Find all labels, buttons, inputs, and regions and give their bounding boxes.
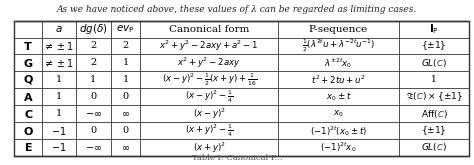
Text: $x^2+y^2-2axy+a^2-1$: $x^2+y^2-2axy+a^2-1$ (159, 39, 259, 53)
Text: 0: 0 (90, 126, 96, 135)
Text: 2: 2 (90, 41, 96, 50)
Text: $x_0$: $x_0$ (333, 108, 344, 119)
Text: $GL(\mathbb{C})$: $GL(\mathbb{C})$ (421, 141, 447, 153)
Text: 2: 2 (122, 41, 128, 50)
Text: $\mathfrak{T}(\mathbb{C})\times\{\pm1\}$: $\mathfrak{T}(\mathbb{C})\times\{\pm1\}$ (406, 90, 463, 103)
Text: $ev_{\rm P}$: $ev_{\rm P}$ (116, 23, 135, 35)
Text: $x^2+y^2-2axy$: $x^2+y^2-2axy$ (177, 56, 241, 70)
Text: Table I: Canonical P...: Table I: Canonical P... (191, 154, 283, 162)
Text: 2: 2 (90, 58, 96, 67)
Text: 0: 0 (90, 92, 96, 101)
Text: $\mathrm{Aff}(\mathbb{C})$: $\mathrm{Aff}(\mathbb{C})$ (421, 108, 448, 120)
Text: 0: 0 (122, 126, 128, 135)
Text: $\mathbf{E}$: $\mathbf{E}$ (24, 141, 33, 153)
Text: $\mathbf{Q}$: $\mathbf{Q}$ (23, 73, 34, 86)
Text: $\mathbf{O}$: $\mathbf{O}$ (23, 125, 34, 137)
Text: 1: 1 (122, 75, 128, 84)
Text: As we have noticed above, these values of λ can be regarded as limiting cases.: As we have noticed above, these values o… (57, 5, 417, 14)
Text: 1: 1 (56, 109, 62, 118)
Bar (14, 21, 469, 156)
Text: $dg(\delta)$: $dg(\delta)$ (79, 22, 108, 36)
Text: $\neq \pm1$: $\neq \pm1$ (44, 57, 74, 69)
Text: $(-1)^{2t}(x_0\pm t)$: $(-1)^{2t}(x_0\pm t)$ (310, 124, 367, 137)
Text: $\mathbf{A}$: $\mathbf{A}$ (23, 91, 34, 103)
Text: P-sequence: P-sequence (309, 25, 368, 34)
Text: $-1$: $-1$ (51, 125, 67, 137)
Text: Canonical form: Canonical form (169, 25, 249, 34)
Text: 1: 1 (90, 75, 96, 84)
Text: $\mathbf{T}$: $\mathbf{T}$ (23, 40, 33, 52)
Text: $-1$: $-1$ (51, 141, 67, 153)
Text: $\frac{1}{2}(\lambda^{2t}u+\lambda^{-2t}u^{-1})$: $\frac{1}{2}(\lambda^{2t}u+\lambda^{-2t}… (302, 38, 375, 54)
Text: $\neq \pm1$: $\neq \pm1$ (44, 40, 74, 52)
Text: $-\infty$: $-\infty$ (85, 143, 102, 152)
Text: 1: 1 (431, 75, 437, 84)
Text: 1: 1 (56, 92, 62, 101)
Text: $-\infty$: $-\infty$ (85, 109, 102, 118)
Text: 0: 0 (122, 92, 128, 101)
Text: $\mathbf{G}$: $\mathbf{G}$ (23, 57, 33, 69)
Text: $\infty$: $\infty$ (121, 143, 130, 152)
Text: $\mathbf{I}_{\rm P}$: $\mathbf{I}_{\rm P}$ (429, 22, 439, 36)
Text: $\mathbf{C}$: $\mathbf{C}$ (24, 108, 33, 120)
Text: $a$: $a$ (55, 24, 63, 34)
Text: $(x+y)^2$: $(x+y)^2$ (192, 140, 226, 155)
Text: $\lambda^{\pm2t}x_0$: $\lambda^{\pm2t}x_0$ (324, 56, 353, 70)
Text: $(x-y)^2$: $(x-y)^2$ (192, 106, 226, 121)
Text: $(x-y)^2-\frac{1}{2}(x+y)+\frac{1}{16}$: $(x-y)^2-\frac{1}{2}(x+y)+\frac{1}{16}$ (162, 72, 256, 88)
Text: $(x+y)^2-\frac{1}{4}$: $(x+y)^2-\frac{1}{4}$ (185, 122, 233, 139)
Text: 1: 1 (122, 58, 128, 67)
Text: $\{\pm1\}$: $\{\pm1\}$ (421, 40, 447, 52)
Text: $GL(\mathbb{C})$: $GL(\mathbb{C})$ (421, 57, 447, 69)
Text: $x_0\pm t$: $x_0\pm t$ (326, 90, 351, 103)
Text: $\{\pm1\}$: $\{\pm1\}$ (421, 124, 447, 137)
Text: $(x-y)^2-\frac{1}{4}$: $(x-y)^2-\frac{1}{4}$ (185, 88, 233, 105)
Text: $t^2+2tu+u^2$: $t^2+2tu+u^2$ (311, 74, 366, 86)
Text: $(-1)^{2t}x_0$: $(-1)^{2t}x_0$ (320, 141, 357, 154)
Text: $\infty$: $\infty$ (121, 109, 130, 118)
Text: 1: 1 (56, 75, 62, 84)
